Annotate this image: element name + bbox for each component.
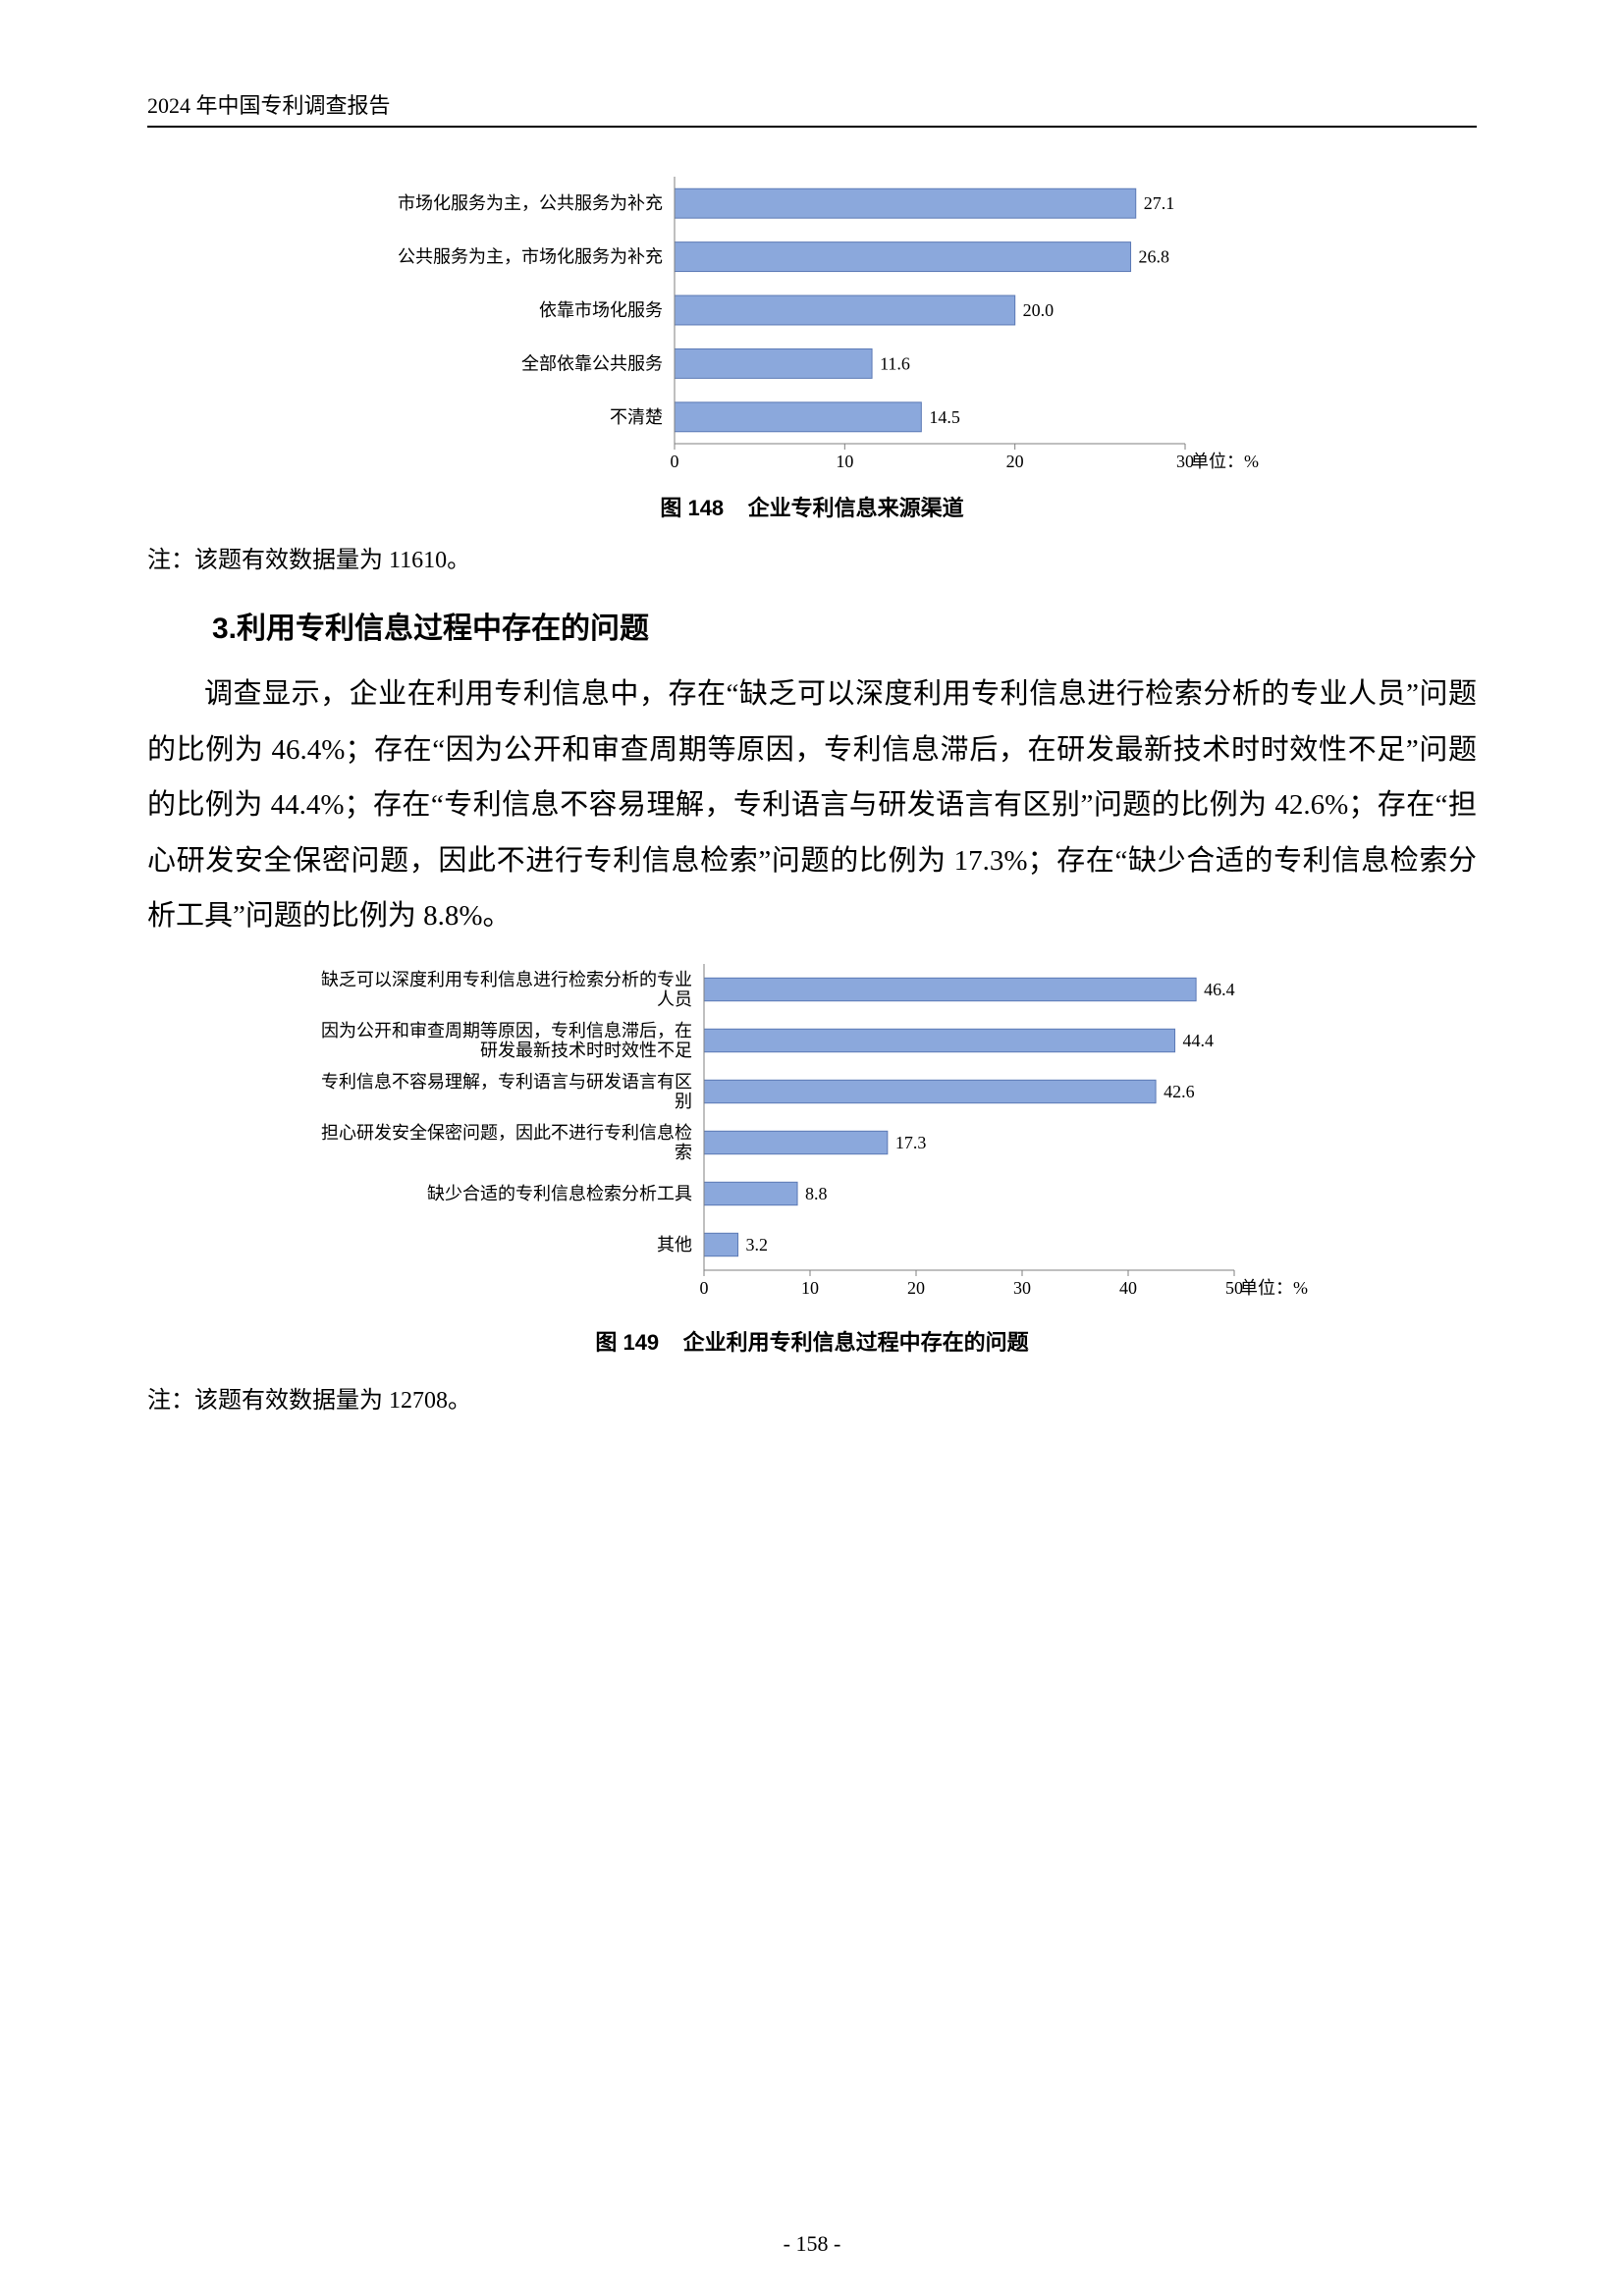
- chart-bar-value: 42.6: [1164, 1082, 1195, 1101]
- chart-bar-value: 44.4: [1183, 1031, 1215, 1050]
- page-number: - 158 -: [0, 2231, 1624, 2257]
- section-3-heading: 3.利用专利信息过程中存在的问题: [212, 604, 1477, 647]
- chart-category-label: 缺少合适的专利信息检索分析工具: [427, 1184, 692, 1203]
- chart-bar: [704, 1233, 738, 1255]
- chart-category-label: 人员: [657, 989, 692, 1009]
- chart-tick-label: 0: [671, 452, 679, 471]
- chart-category-label: 担心研发安全保密问题，因此不进行专利信息检: [321, 1123, 692, 1143]
- chart-bar: [675, 242, 1131, 272]
- chart-149-caption-text: 企业利用专利信息过程中存在的问题: [683, 1330, 1029, 1355]
- chart-category-label: 研发最新技术时时效性不足: [480, 1041, 692, 1060]
- chart-148-caption-prefix: 图 148: [660, 496, 724, 520]
- chart-bar: [704, 978, 1196, 1000]
- page-header-title: 2024 年中国专利调查报告: [147, 88, 1477, 128]
- chart-bar: [704, 1182, 797, 1204]
- chart-149-caption-prefix: 图 149: [595, 1330, 659, 1355]
- chart-unit-label: 单位：%: [1191, 452, 1259, 471]
- chart-category-label: 索: [675, 1143, 692, 1162]
- chart-148-note: 注：该题有效数据量为 11610。: [147, 540, 1477, 574]
- chart-tick-label: 0: [700, 1278, 709, 1298]
- chart-bar-value: 27.1: [1144, 193, 1175, 213]
- chart-category-label: 专利信息不容易理解，专利语言与研发语言有区: [321, 1072, 692, 1092]
- chart-149-svg: 46.4 缺乏可以深度利用专利信息进行检索分析的专业人员 44.4 因为公开和审查周期…: [292, 954, 1332, 1308]
- chart-bar: [704, 1029, 1175, 1051]
- chart-bar-value: 20.0: [1023, 300, 1055, 320]
- chart-tick-label: 10: [801, 1278, 819, 1298]
- chart-tick-label: 20: [907, 1278, 925, 1298]
- chart-tick-label: 10: [836, 452, 853, 471]
- chart-category-label: 缺乏可以深度利用专利信息进行检索分析的专业: [321, 970, 692, 989]
- chart-148-svg: 27.1 市场化服务为主，公共服务为补充 26.8 公共服务为主，市场化服务为补充 20…: [341, 167, 1283, 481]
- chart-bar: [675, 295, 1015, 325]
- chart-bar: [675, 188, 1136, 218]
- chart-bar: [704, 1131, 888, 1153]
- chart-category-label: 依靠市场化服务: [539, 300, 663, 320]
- chart-bar: [704, 1080, 1156, 1102]
- chart-bar-value: 26.8: [1139, 247, 1170, 267]
- chart-149-caption: 图 149 企业利用专利信息过程中存在的问题: [147, 1325, 1477, 1357]
- chart-category-label: 因为公开和审查周期等原因，专利信息滞后，在: [321, 1021, 692, 1041]
- chart-category-label: 其他: [657, 1235, 692, 1255]
- chart-149-note: 注：该题有效数据量为 12708。: [147, 1380, 1477, 1415]
- section-3-paragraph: 调查显示，企业在利用专利信息中，存在“缺乏可以深度利用专利信息进行检索分析的专业…: [147, 667, 1477, 944]
- chart-bar-value: 17.3: [895, 1133, 927, 1152]
- chart-bar-value: 8.8: [805, 1184, 828, 1203]
- chart-bar: [675, 348, 872, 378]
- chart-unit-label: 单位：%: [1240, 1278, 1308, 1298]
- chart-148-caption-text: 企业专利信息来源渠道: [748, 496, 964, 520]
- chart-149-region: 46.4 缺乏可以深度利用专利信息进行检索分析的专业人员 44.4 因为公开和审查周期…: [147, 954, 1477, 1357]
- chart-bar-value: 14.5: [929, 407, 960, 427]
- chart-bar: [675, 402, 921, 432]
- chart-148-caption: 图 148 企业专利信息来源渠道: [147, 491, 1477, 522]
- chart-bar-value: 3.2: [746, 1235, 769, 1255]
- chart-category-label: 市场化服务为主，公共服务为补充: [398, 193, 663, 213]
- chart-category-label: 公共服务为主，市场化服务为补充: [398, 247, 663, 267]
- chart-148-region: 27.1 市场化服务为主，公共服务为补充 26.8 公共服务为主，市场化服务为补充 20…: [147, 167, 1477, 522]
- chart-category-label: 别: [675, 1092, 692, 1111]
- chart-bar-value: 46.4: [1204, 980, 1235, 999]
- chart-tick-label: 40: [1119, 1278, 1137, 1298]
- chart-bar-value: 11.6: [880, 353, 910, 373]
- chart-category-label: 全部依靠公共服务: [521, 353, 663, 373]
- chart-tick-label: 30: [1013, 1278, 1031, 1298]
- chart-category-label: 不清楚: [610, 407, 663, 427]
- chart-tick-label: 20: [1006, 452, 1024, 471]
